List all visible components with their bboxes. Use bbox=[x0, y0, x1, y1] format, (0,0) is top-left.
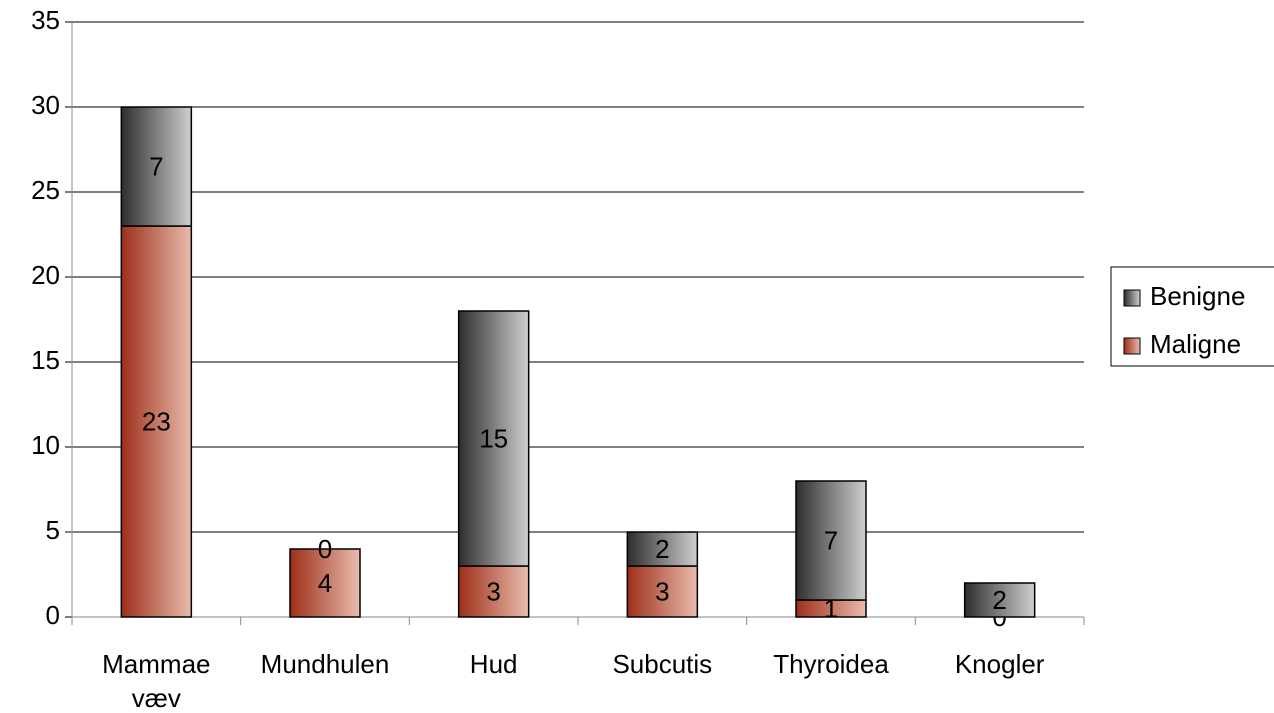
x-tick-label: Thyroidea bbox=[773, 649, 889, 679]
data-label: 15 bbox=[479, 423, 508, 453]
bar-segment bbox=[795, 480, 867, 601]
data-label: 7 bbox=[824, 525, 838, 555]
x-tick-label: Mundhulen bbox=[260, 649, 390, 679]
data-label: 7 bbox=[149, 151, 163, 181]
bar-segment bbox=[963, 582, 1036, 618]
data-label: 3 bbox=[655, 576, 669, 606]
legend-label: Maligne bbox=[1150, 329, 1241, 359]
x-tick-label: Subcutis bbox=[612, 649, 713, 679]
y-tick-label: 25 bbox=[31, 175, 60, 205]
x-tick-label: Knogler bbox=[954, 649, 1045, 679]
x-tick-label: Hud bbox=[469, 649, 518, 679]
y-tick-label: 30 bbox=[31, 90, 60, 120]
data-label: 0 bbox=[318, 534, 332, 564]
bar-segment bbox=[626, 531, 699, 567]
data-label: 2 bbox=[992, 585, 1006, 615]
data-label: 2 bbox=[655, 534, 669, 564]
y-tick-label: 10 bbox=[31, 430, 60, 460]
data-label: 4 bbox=[318, 568, 332, 598]
x-tick-label: Mammae væv bbox=[102, 649, 211, 713]
bar-segment bbox=[289, 548, 361, 618]
bar-segment bbox=[457, 565, 530, 618]
legend-swatch bbox=[1123, 289, 1141, 307]
bar-segment bbox=[120, 106, 193, 227]
legend-swatch bbox=[1123, 337, 1141, 355]
y-tick-label: 5 bbox=[46, 515, 60, 545]
y-tick-label: 35 bbox=[31, 5, 60, 35]
y-tick-label: 0 bbox=[46, 600, 60, 630]
legend-label: Benigne bbox=[1150, 281, 1245, 311]
data-label: 23 bbox=[142, 406, 171, 436]
y-tick-label: 15 bbox=[31, 345, 60, 375]
bar-segment bbox=[457, 310, 530, 567]
data-label: 1 bbox=[824, 593, 838, 623]
data-label: 3 bbox=[486, 576, 500, 606]
y-tick-label: 20 bbox=[31, 260, 60, 290]
